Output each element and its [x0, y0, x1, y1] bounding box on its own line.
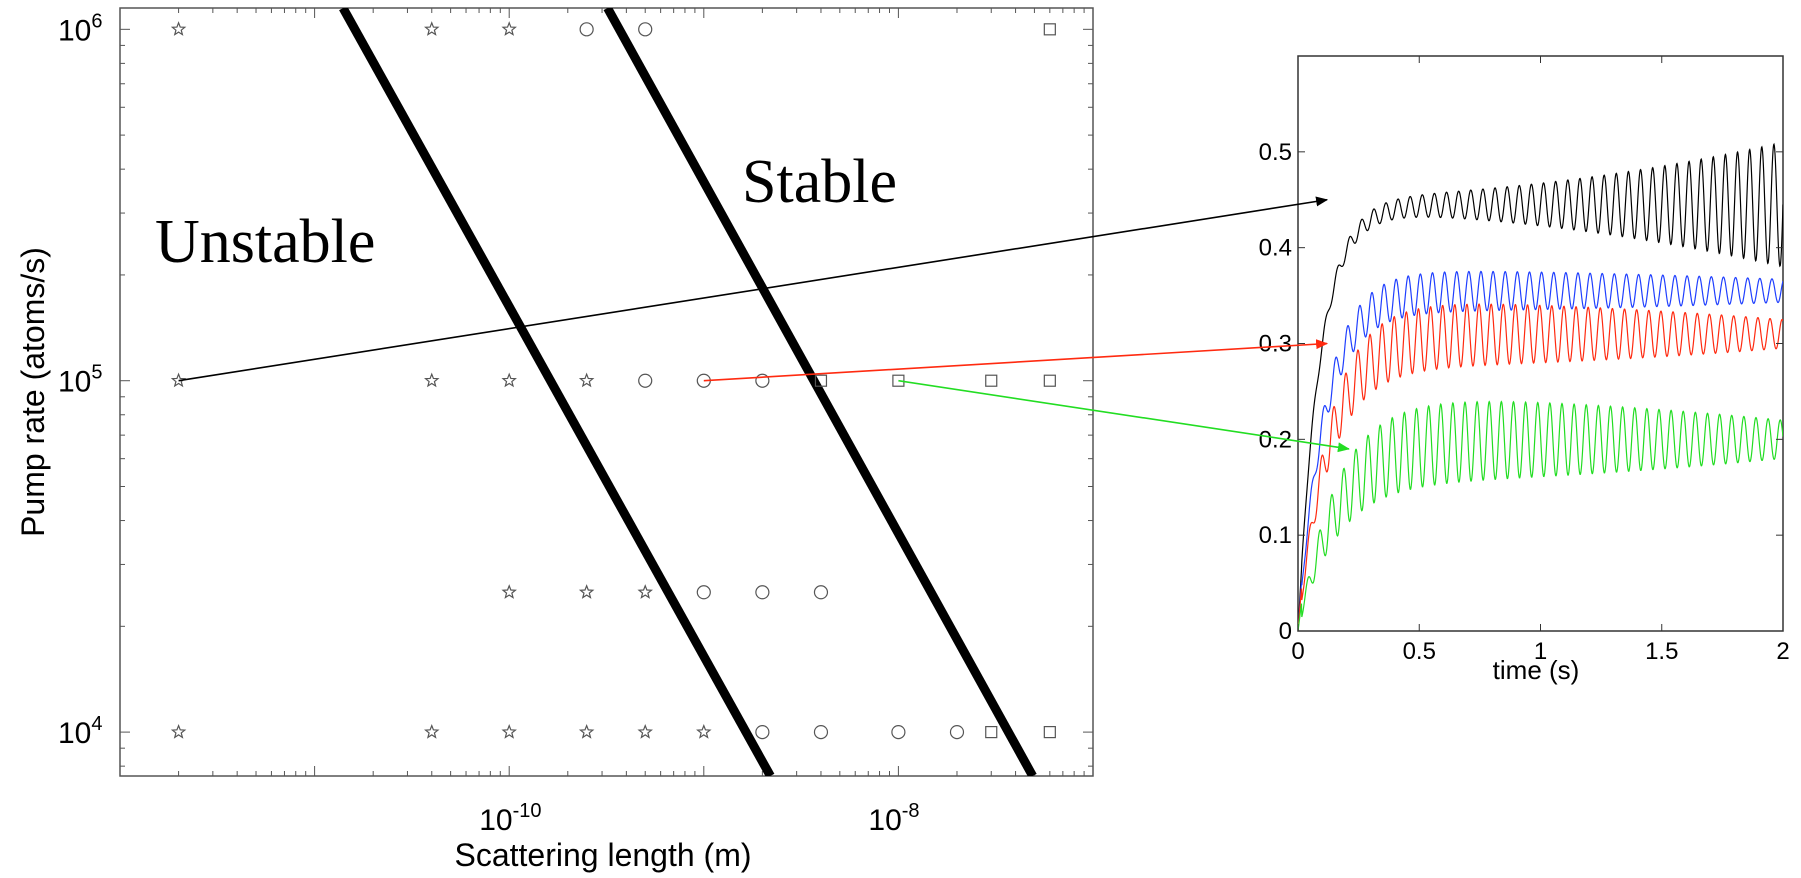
y-tick-label: 0.1: [1259, 522, 1292, 549]
y-tick-label: 0.5: [1259, 139, 1292, 166]
right-tick-labels: 0 0.5 1 1.5 200.10.20.30.40.5: [1259, 139, 1790, 665]
circle-marker: [755, 585, 770, 600]
square-marker: [985, 725, 998, 739]
left-x-axis-title: Scattering length (m): [454, 837, 751, 873]
circle-marker: [579, 22, 594, 37]
y-tick-label: 0.4: [1259, 235, 1292, 262]
square-marker: [1043, 374, 1056, 387]
star-marker: [424, 723, 440, 739]
connector-arrow: [898, 379, 1350, 453]
star-marker: [501, 723, 517, 739]
y-tick-label: 104: [58, 713, 103, 750]
circle-marker: [891, 724, 906, 740]
x-tick-label: 0.5: [1403, 638, 1436, 665]
left-plot-frame: [119, 7, 1094, 777]
star-marker: [578, 372, 595, 388]
circle-marker: [696, 585, 711, 600]
star-marker: [501, 372, 517, 388]
boundary-lines: [339, 8, 1037, 776]
square-marker: [1043, 725, 1056, 739]
stability-boundary-line: [339, 8, 775, 776]
stability-diagram: Unstable Stable 104 105 106 10-10 10-8 Scat…: [15, 7, 1094, 873]
right-ticks: [1297, 56, 1784, 632]
region-label-unstable: Unstable: [155, 208, 375, 276]
left-points: [170, 21, 1056, 740]
star-marker: [637, 723, 653, 739]
stability-boundary-line: [603, 8, 1037, 776]
connector-arrow: [178, 196, 1329, 382]
right-plot-frame: [1297, 55, 1784, 632]
y-tick-label: 106: [58, 10, 103, 47]
circle-marker: [638, 22, 653, 37]
x-tick-label: 1: [1534, 638, 1547, 665]
circle-marker: [949, 724, 965, 740]
square-marker: [1043, 23, 1056, 36]
star-marker: [501, 21, 517, 36]
star-marker: [424, 372, 440, 388]
y-tick-label: 105: [58, 362, 103, 399]
star-marker: [424, 21, 440, 36]
connector-arrow: [703, 339, 1329, 382]
star-marker: [170, 21, 187, 36]
circle-marker: [813, 585, 829, 600]
time-trace-line: [1298, 400, 1783, 631]
y-tick-label: 0.3: [1259, 331, 1292, 358]
time-trace-line: [1298, 270, 1783, 631]
x-tick-label: 2: [1776, 638, 1789, 665]
y-tick-label: 0: [1279, 618, 1292, 645]
circle-marker: [755, 724, 770, 740]
right-traces: [1298, 142, 1783, 631]
connector-arrows: [178, 196, 1350, 453]
left-x-tick-labels: 10-10 10-8: [479, 800, 919, 837]
square-marker: [892, 374, 905, 387]
left-ticks: [119, 8, 1094, 776]
x-tick-label: 10-8: [868, 800, 919, 837]
circle-marker: [638, 373, 653, 388]
square-marker: [814, 374, 828, 387]
star-marker: [578, 723, 595, 739]
star-marker: [637, 584, 653, 599]
square-marker: [985, 374, 998, 387]
left-y-axis-title: Pump rate (atoms/s): [15, 247, 51, 537]
x-tick-label: 0: [1291, 638, 1304, 665]
x-tick-label: 10-10: [479, 800, 541, 837]
time-trace-plot: 0 0.5 1 1.5 200.10.20.30.40.5 time (s): [1259, 55, 1790, 685]
right-x-axis-title: time (s): [1493, 655, 1580, 685]
x-tick-label: 1.5: [1645, 638, 1678, 665]
star-marker: [696, 723, 712, 739]
circle-marker: [813, 724, 829, 740]
star-marker: [170, 372, 187, 388]
time-trace-line: [1298, 303, 1783, 631]
star-marker: [170, 723, 187, 739]
circle-marker: [755, 373, 770, 388]
left-y-tick-labels: 104 105 106: [58, 10, 103, 750]
time-trace-line: [1298, 142, 1783, 631]
region-label-stable: Stable: [742, 148, 897, 216]
star-marker: [501, 584, 517, 599]
star-marker: [578, 584, 595, 599]
